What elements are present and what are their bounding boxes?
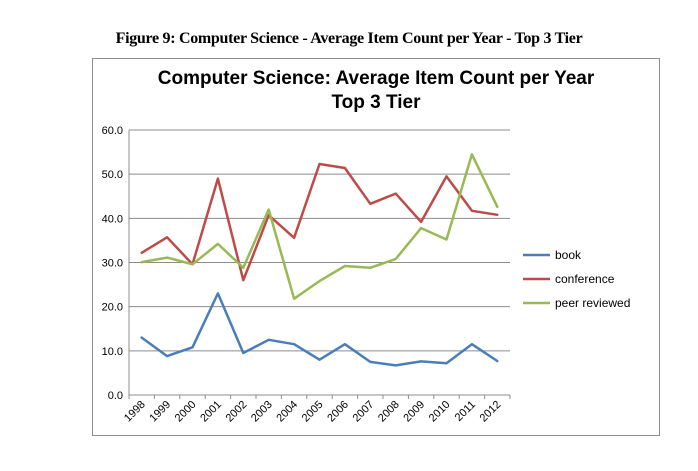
y-tick-label: 50.0 (102, 169, 123, 181)
y-tick-label: 0.0 (108, 390, 123, 402)
x-tick-label: 2003 (249, 399, 275, 425)
chart-title-line-1: Computer Science: Average Item Count per… (158, 68, 595, 89)
y-tick-labels: 0.0 10.0 20.0 30.0 40.0 50.0 60.0 (102, 125, 123, 402)
series-lines (140, 153, 499, 367)
chart-title: Computer Science: Average Item Count per… (158, 68, 595, 113)
x-tick-label: 2010 (427, 399, 453, 425)
x-tick-label: 2008 (376, 399, 402, 425)
y-tick-label: 30.0 (102, 258, 123, 270)
x-tick-label: 2007 (351, 399, 377, 425)
y-tick-label: 20.0 (102, 302, 123, 314)
x-tick-label: 1999 (147, 399, 173, 425)
x-tick-label: 2006 (325, 399, 351, 425)
chart-frame: Computer Science: Average Item Count per… (92, 58, 660, 436)
series-line-book (140, 292, 499, 367)
series-line-conference (140, 162, 499, 282)
x-tick-label: 1998 (122, 399, 148, 425)
chart-title-line-2: Top 3 Tier (331, 92, 421, 113)
x-tick-label: 2002 (224, 399, 250, 425)
y-tick-label: 60.0 (102, 125, 123, 137)
x-tick-label: 2001 (198, 399, 224, 425)
legend-label: peer reviewed (555, 296, 630, 310)
x-tick-label: 2004 (274, 399, 300, 425)
x-tick-labels: 1998 1999 2000 2001 2002 2003 2004 2005 2006 2007… (122, 399, 503, 425)
figure-caption: Figure 9: Computer Science - Average Ite… (115, 30, 583, 47)
series-line-peer-reviewed (140, 153, 499, 300)
chart-canvas: Computer Science: Average Item Count per… (102, 68, 631, 425)
legend-label: conference (555, 272, 615, 286)
axes (128, 130, 511, 399)
x-tick-label: 2000 (173, 399, 199, 425)
x-tick-label: 2011 (453, 399, 478, 424)
x-tick-label: 2009 (401, 399, 427, 425)
legend: book conference peer reviewed (523, 248, 630, 310)
legend-label: book (555, 248, 582, 262)
y-tick-label: 40.0 (102, 213, 123, 225)
x-tick-label: 2005 (300, 399, 326, 425)
x-tick-label: 2012 (478, 399, 504, 425)
y-tick-label: 10.0 (102, 346, 123, 358)
